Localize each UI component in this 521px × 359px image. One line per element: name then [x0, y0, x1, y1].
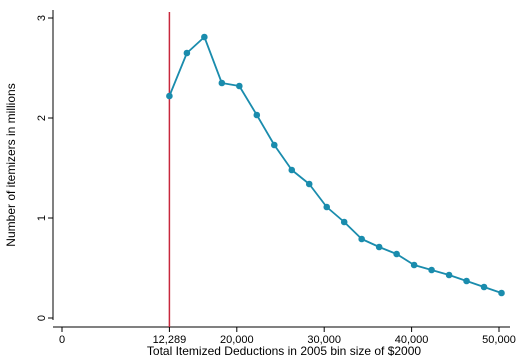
y-tick-label: 3: [36, 15, 48, 21]
data-point: [305, 180, 313, 188]
x-tick-label: 40,000: [395, 334, 429, 346]
data-point: [463, 277, 470, 285]
x-tick-label: 50,000: [482, 334, 516, 346]
x-tick-label: 30,000: [307, 334, 341, 346]
data-point: [375, 243, 383, 251]
y-tick-label: 1: [36, 215, 48, 221]
y-tick-label: 0: [36, 315, 48, 321]
x-tick-label: 0: [59, 334, 65, 346]
data-point: [323, 203, 331, 211]
data-point: [498, 289, 505, 297]
series-line: [168, 36, 502, 294]
data-point: [218, 79, 226, 87]
data-point: [166, 92, 173, 100]
x-tick-label: 20,000: [220, 334, 254, 346]
x-axis: 0 12,289 20,000 30,000 40,000 50,000: [53, 326, 516, 346]
data-point: [340, 218, 348, 226]
y-axis-label: Number of itemizers in millions: [4, 83, 18, 246]
data-point: [480, 283, 488, 291]
data-point: [183, 49, 191, 57]
x-axis-label: Total Itemized Deductions in 2005 bin si…: [147, 344, 421, 358]
series-layer: [166, 33, 505, 297]
y-axis: 0 1 2 3: [36, 10, 54, 321]
data-point: [236, 82, 243, 90]
y-tick-label: 2: [36, 115, 48, 121]
data-point: [445, 271, 453, 279]
data-point: [358, 235, 365, 243]
data-point: [428, 266, 435, 274]
x-tick-label: 12,289: [153, 334, 187, 346]
data-point: [410, 261, 418, 269]
data-point: [253, 111, 261, 119]
data-point: [201, 33, 208, 41]
data-point: [288, 166, 296, 174]
data-point: [270, 141, 278, 149]
data-point: [393, 250, 400, 258]
